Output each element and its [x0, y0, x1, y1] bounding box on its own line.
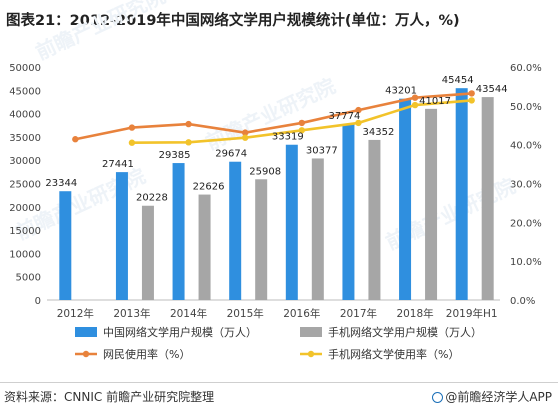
legend-label: 中国网络文学用户规模（万人）: [103, 325, 257, 339]
point-netizen-rate: [185, 120, 192, 128]
brand-logo-icon: [432, 392, 444, 403]
point-mobile-rate: [355, 119, 362, 127]
legend-label: 手机网络文学用户规模（万人）: [328, 325, 482, 339]
bar-china-users: [229, 161, 242, 300]
bar-data-label: 25908: [249, 166, 281, 177]
y-right-tick-label: 60.0%: [510, 63, 542, 74]
point-mobile-rate: [128, 139, 136, 146]
bar-china-users: [342, 123, 355, 300]
point-netizen-rate: [298, 119, 306, 127]
bar-mobile-users: [141, 205, 154, 300]
point-mobile-rate: [298, 127, 306, 134]
bar-china-users: [115, 172, 128, 300]
bar-data-label: 43544: [476, 84, 508, 95]
bar-data-label: 33319: [272, 132, 304, 143]
y-right-tick-label: 10.0%: [510, 257, 542, 268]
bar-data-label: 29674: [215, 149, 247, 160]
bar-china-users: [59, 191, 72, 300]
legend-marker: [82, 350, 90, 358]
bar-data-label: 23344: [45, 178, 77, 189]
x-tick-label: 2018年: [396, 307, 433, 320]
point-mobile-rate: [241, 134, 249, 141]
point-mobile-rate: [411, 101, 419, 109]
point-mobile-rate: [468, 97, 475, 104]
bar-data-label: 30377: [306, 145, 338, 156]
y-right-tick-label: 0.0%: [510, 296, 535, 307]
bar-data-label: 45454: [442, 75, 474, 86]
bar-mobile-users: [198, 194, 211, 300]
x-tick-label: 2019年H1: [446, 307, 498, 320]
bar-china-users: [455, 88, 468, 300]
legend: 中国网络文学用户规模（万人） 手机网络文学用户规模（万人） 网民使用率（%） 手机网络…: [75, 325, 482, 361]
bar-mobile-users: [311, 158, 324, 300]
brand-label: @前瞻经济学人APP: [445, 390, 552, 404]
chart-title: 图表21：2012-2019年中国网络文学用户规模统计(单位：万人，%): [6, 13, 460, 29]
watermark-text: 前瞻产业研究院: [32, 0, 169, 65]
y-left-tick-label: 10000: [9, 249, 41, 260]
bar-data-label: 22626: [193, 182, 225, 193]
line-netizen-rate: [75, 92, 472, 141]
lines: [72, 90, 475, 146]
x-tick-label: 2012年: [57, 307, 94, 320]
legend-marker: [307, 350, 315, 358]
y-left-tick-label: 5000: [16, 273, 41, 284]
legend-label: 网民使用率（%）: [103, 347, 190, 361]
x-tick-label: 2016年: [283, 307, 320, 320]
source-note: 资料来源：CNNIC 前瞻产业研究院整理: [4, 390, 215, 404]
point-netizen-rate: [468, 90, 475, 97]
bar-mobile-users: [425, 108, 438, 300]
x-tick-label: 2017年: [340, 307, 377, 320]
y-left-tick-label: 40000: [9, 110, 41, 121]
legend-label: 手机网络文学使用率（%）: [328, 347, 459, 361]
point-netizen-rate: [128, 124, 136, 131]
footer-divider: [0, 382, 558, 383]
y-left-tick-label: 0: [35, 296, 41, 307]
y-left-tick-label: 50000: [9, 63, 41, 74]
bar-mobile-users: [255, 179, 268, 300]
y-right-tick-label: 50.0%: [510, 102, 542, 113]
y-left-tick-label: 30000: [9, 156, 41, 167]
bar-mobile-users: [368, 139, 381, 300]
bar-china-users: [172, 163, 185, 300]
y-right-tick-label: 20.0%: [510, 218, 542, 229]
bar-china-users: [399, 98, 412, 300]
watermark-text: 前瞻产业研究院: [202, 74, 339, 155]
legend-swatch: [75, 327, 97, 337]
point-netizen-rate: [411, 94, 419, 101]
bars: [59, 88, 494, 300]
bar-mobile-users: [481, 97, 494, 300]
point-netizen-rate: [241, 129, 249, 136]
bar-china-users: [285, 144, 298, 300]
x-tick-label: 2014年: [170, 307, 207, 320]
point-mobile-rate: [185, 139, 192, 146]
bar-data-label: 27441: [102, 159, 134, 170]
y-left-tick-label: 25000: [9, 180, 41, 191]
bar-data-label: 20228: [136, 193, 168, 204]
y-left-tick-label: 35000: [9, 133, 41, 144]
x-tick-label: 2015年: [227, 307, 264, 320]
y-left-tick-label: 15000: [9, 226, 41, 237]
bar-data-label: 37774: [329, 111, 361, 122]
y-left-tick-label: 20000: [9, 203, 41, 214]
y-right-tick-label: 30.0%: [510, 180, 542, 191]
y-left-tick-label: 45000: [9, 86, 41, 97]
bar-data-label: 43201: [385, 86, 417, 97]
y-right-tick-label: 40.0%: [510, 141, 542, 152]
point-netizen-rate: [72, 136, 79, 143]
point-netizen-rate: [355, 106, 362, 114]
x-tick-label: 2013年: [113, 307, 150, 320]
legend-swatch: [300, 327, 322, 337]
bar-data-label: 41017: [419, 96, 451, 107]
brand: @前瞻经济学人APP: [432, 388, 552, 405]
bar-data-label: 29385: [159, 150, 191, 161]
bar-data-label: 34352: [363, 127, 395, 138]
data-labels: 23344 27441 29385 29674 33319 37774 43201 45454…: [45, 75, 507, 204]
